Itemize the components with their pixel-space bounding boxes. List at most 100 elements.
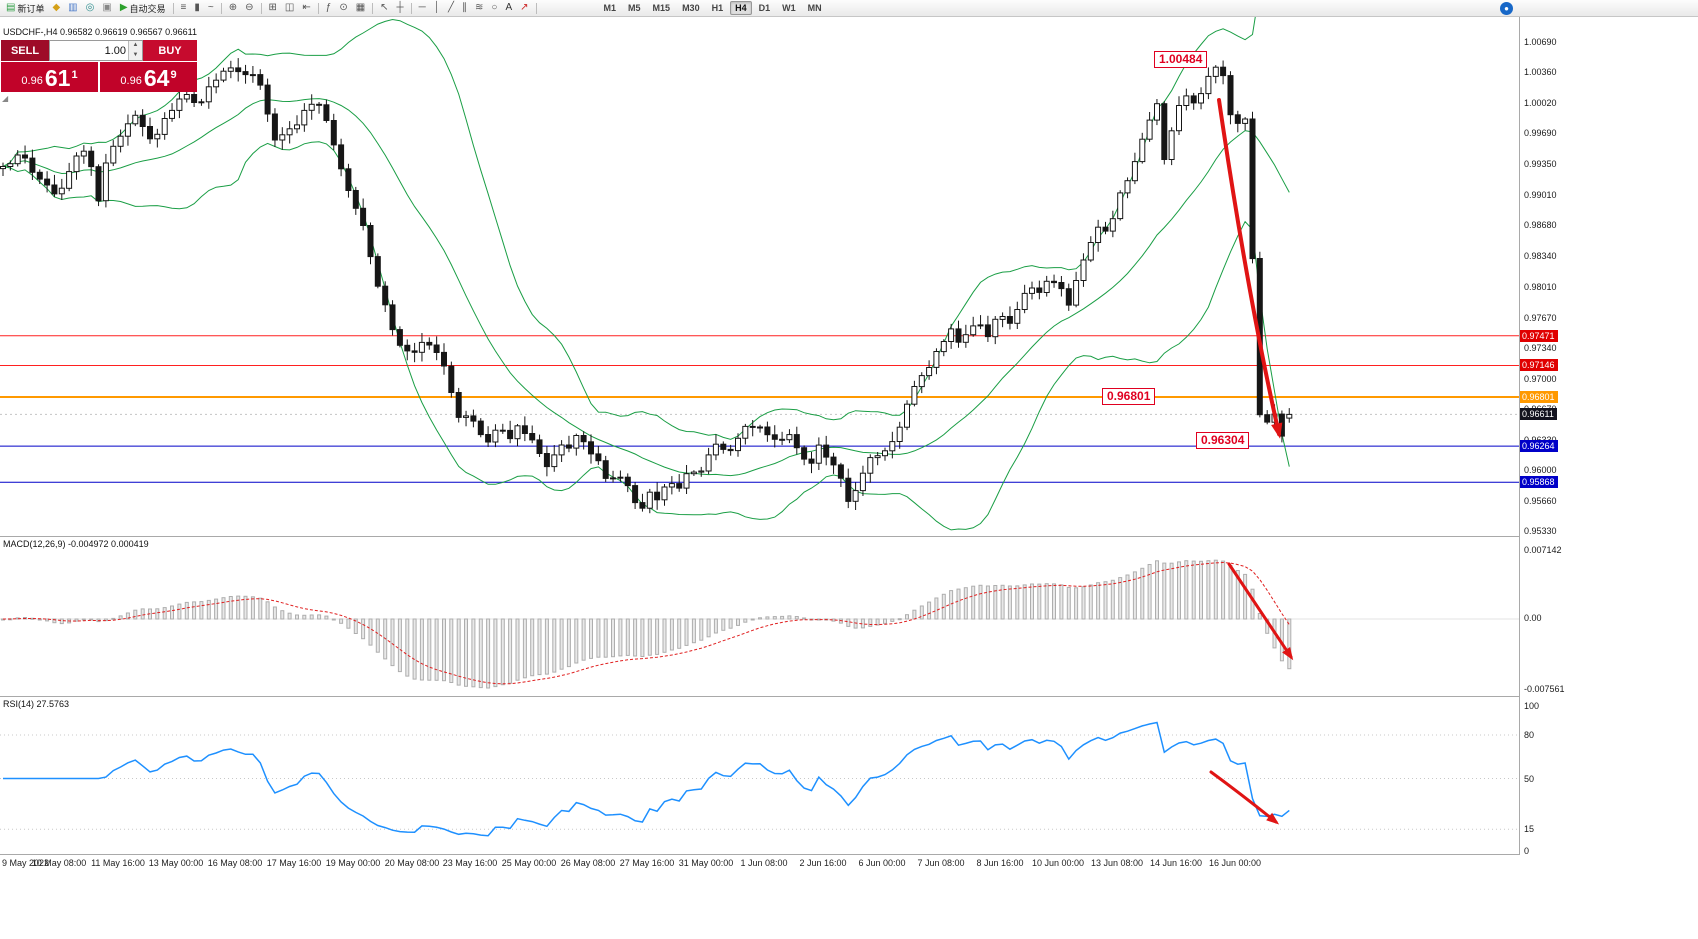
indicators-icon[interactable]: ƒ bbox=[323, 0, 335, 17]
date-axis-label: 10 Jun 00:00 bbox=[1031, 858, 1085, 868]
macd-axis-tick: 0.00 bbox=[1524, 613, 1542, 623]
candlestick-chart-icon[interactable]: ▮ bbox=[191, 0, 203, 17]
shapes-icon: ○ bbox=[491, 2, 498, 13]
rsi-line bbox=[3, 721, 1290, 837]
cursor-icon: ↖ bbox=[380, 2, 389, 13]
volume-input[interactable]: 1.00 ▲ ▼ bbox=[49, 40, 143, 61]
tile-windows-icon[interactable]: ⊞ bbox=[266, 0, 280, 17]
line-chart-icon[interactable]: ~ bbox=[205, 0, 217, 17]
macd-indicator-label: MACD(12,26,9) -0.004972 0.000419 bbox=[3, 539, 149, 549]
tile-windows-icon: ⊞ bbox=[268, 2, 277, 13]
symbol-ohlc-label: USDCHF-,H4 0.96582 0.96619 0.96567 0.966… bbox=[3, 27, 197, 37]
trend-arrow-head bbox=[1271, 422, 1283, 439]
horizontal-line-icon[interactable]: ─ bbox=[416, 0, 429, 17]
data-window-icon: ▥ bbox=[68, 2, 78, 13]
data-window-icon[interactable]: ▥ bbox=[65, 0, 80, 17]
chart-shift-icon[interactable]: ⇤ bbox=[299, 0, 313, 17]
timeframe-d1[interactable]: D1 bbox=[758, 3, 771, 13]
autotrading-button-label: 自动交易 bbox=[129, 3, 166, 14]
rsi-axis-tick: 100 bbox=[1524, 701, 1540, 711]
new-order-button-label: 新订单 bbox=[17, 3, 45, 14]
terminal-icon[interactable]: ▣ bbox=[99, 0, 114, 17]
price-axis-tag: 0.96611 bbox=[1520, 408, 1557, 420]
price-annotation-label[interactable]: 1.00484 bbox=[1154, 51, 1208, 68]
zoom-out-icon[interactable]: ⊖ bbox=[242, 0, 256, 17]
price-axis-tick: 0.99350 bbox=[1524, 159, 1557, 169]
one-click-trading-panel: SELL 1.00 ▲ ▼ BUY 0.96 61 1 0.96 64 9 bbox=[1, 40, 197, 92]
new-order-button[interactable]: ▤ 新订单 bbox=[3, 0, 47, 17]
timeframe-w1[interactable]: W1 bbox=[782, 3, 796, 13]
sell-button[interactable]: SELL bbox=[1, 40, 49, 61]
zoom-out-icon: ⊖ bbox=[245, 2, 254, 13]
date-axis-label: 20 May 08:00 bbox=[384, 858, 440, 868]
arrow-object-icon[interactable]: ↗ bbox=[517, 0, 531, 17]
periods-icon[interactable]: ⊙ bbox=[336, 0, 350, 17]
toolbar-separator bbox=[317, 2, 319, 14]
chat-icon[interactable]: ● bbox=[1500, 2, 1513, 15]
zoom-in-icon: ⊕ bbox=[228, 2, 238, 13]
text-icon[interactable]: A bbox=[502, 0, 515, 17]
sell-price-display[interactable]: 0.96 61 1 bbox=[1, 62, 98, 92]
volume-up-icon[interactable]: ▲ bbox=[129, 41, 142, 51]
autotrading-button[interactable]: ▶ 自动交易 bbox=[117, 0, 169, 17]
date-axis-label: 26 May 08:00 bbox=[560, 858, 616, 868]
navigator-icon: ◎ bbox=[85, 2, 95, 13]
timeframe-m5[interactable]: M5 bbox=[628, 3, 641, 13]
price-annotation-label[interactable]: 0.96304 bbox=[1196, 432, 1250, 449]
channel-icon: ∥ bbox=[462, 2, 468, 13]
timeframe-h1[interactable]: H1 bbox=[711, 3, 724, 13]
rsi-axis-tick: 80 bbox=[1524, 730, 1535, 740]
main-chart-canvas[interactable] bbox=[0, 17, 1520, 536]
panel-separator[interactable] bbox=[0, 696, 1698, 697]
toolbar-separator bbox=[172, 2, 174, 14]
toolbar-spacer bbox=[540, 8, 598, 9]
fibonacci-icon[interactable]: ≋ bbox=[472, 0, 486, 17]
buy-button[interactable]: BUY bbox=[143, 40, 197, 61]
timeframe-m15[interactable]: M15 bbox=[652, 3, 671, 13]
timeframe-mn[interactable]: MN bbox=[807, 3, 822, 13]
buy-price-sup: 9 bbox=[170, 69, 177, 81]
cursor-icon[interactable]: ↖ bbox=[377, 0, 391, 17]
toolbar-separator bbox=[372, 2, 374, 14]
rsi-indicator-canvas[interactable] bbox=[0, 697, 1520, 854]
trendline-icon[interactable]: ╱ bbox=[445, 0, 457, 17]
price-axis-tick: 0.98010 bbox=[1524, 282, 1557, 292]
rsi-axis-tick: 15 bbox=[1524, 824, 1535, 834]
buy-price-prefix: 0.96 bbox=[120, 75, 142, 87]
price-annotation-label[interactable]: 0.96801 bbox=[1102, 388, 1156, 405]
timeframe-h4[interactable]: H4 bbox=[730, 1, 752, 15]
vertical-line-icon[interactable]: │ bbox=[431, 0, 443, 17]
shapes-icon[interactable]: ○ bbox=[488, 0, 500, 17]
volume-down-icon[interactable]: ▼ bbox=[129, 50, 142, 60]
crosshair-icon[interactable]: ┼ bbox=[394, 0, 407, 17]
price-axis-tick: 1.00020 bbox=[1524, 98, 1557, 108]
zoom-in-icon[interactable]: ⊕ bbox=[226, 0, 240, 17]
price-axis[interactable]: 1.00690 1.00360 1.00020 0.99690 0.99350 0.990… bbox=[1520, 0, 1698, 856]
trade-panel-collapse-arrow[interactable]: ◢ bbox=[2, 94, 9, 103]
timeframe-m30[interactable]: M30 bbox=[682, 3, 700, 13]
bollinger-band-line bbox=[2, 17, 1256, 440]
price-axis-tick: 0.95660 bbox=[1524, 496, 1557, 506]
rsi-axis-tick: 0 bbox=[1524, 846, 1530, 856]
date-axis-label: 27 May 16:00 bbox=[619, 858, 675, 868]
panel-separator[interactable] bbox=[0, 536, 1698, 537]
channel-icon[interactable]: ∥ bbox=[459, 0, 470, 17]
auto-scroll-icon[interactable]: ◫ bbox=[282, 0, 297, 17]
macd-indicator-canvas[interactable] bbox=[0, 537, 1520, 696]
line-chart-icon: ~ bbox=[207, 2, 214, 13]
marketwatch-icon[interactable]: ◆ bbox=[49, 0, 63, 17]
templates-icon[interactable]: ▦ bbox=[353, 0, 368, 17]
date-axis[interactable]: 9 May 2022 10 May 08:00 11 May 16:00 13 May… bbox=[0, 856, 1520, 872]
price-axis-tick: 0.99690 bbox=[1524, 128, 1557, 138]
bar-chart-icon[interactable]: ≡ bbox=[178, 0, 190, 17]
timeframe-m1[interactable]: M1 bbox=[603, 3, 617, 13]
buy-price-display[interactable]: 0.96 64 9 bbox=[100, 62, 197, 92]
date-axis-label: 6 Jun 00:00 bbox=[858, 858, 906, 868]
navigator-icon[interactable]: ◎ bbox=[83, 0, 98, 17]
bar-chart-icon: ≡ bbox=[180, 2, 187, 13]
volume-spinner[interactable]: ▲ ▼ bbox=[128, 41, 142, 60]
date-axis-label: 10 May 08:00 bbox=[31, 858, 87, 868]
text-icon: A bbox=[505, 2, 513, 13]
main-toolbar: ▤ 新订单 ◆ ▥ ◎ ▣ ▶ 自动交易 ≡ ▮ ~ ⊕ ⊖ ⊞ ◫ ⇤ ƒ ⊙ ▦ ↖ ┼ ─ │ ╱ ∥ ≋ ○ A ↗ M1 M5 M1… bbox=[0, 0, 1698, 17]
